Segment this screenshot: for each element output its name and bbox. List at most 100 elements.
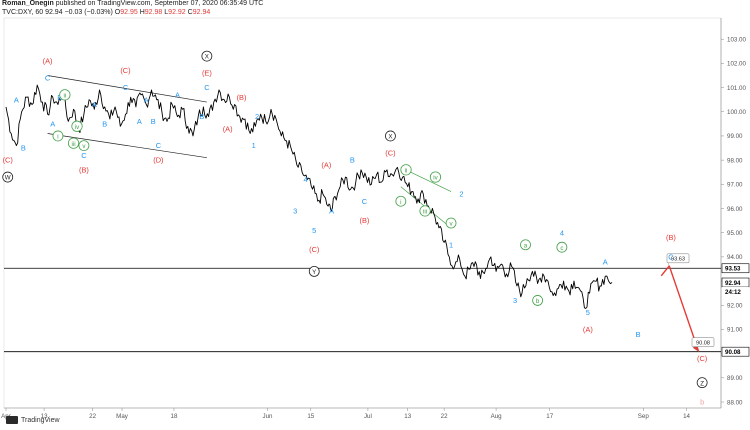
trendline: [47, 75, 207, 103]
wave-label-circle: [400, 164, 412, 176]
wave-label: (C): [3, 156, 13, 165]
tag-countdown-bg: [722, 287, 749, 297]
published-text: published on TradingView.com, September …: [55, 0, 264, 7]
price-tick-label: 103.00: [727, 36, 746, 43]
price-tick-label: 92.00: [727, 303, 743, 310]
tag-countdown: 24:12: [725, 289, 741, 296]
wave-label: 1: [252, 141, 256, 150]
wave-label: 3: [293, 207, 297, 216]
wave-label: 5: [312, 226, 316, 235]
wave-label-circle: [385, 130, 396, 142]
ohlc-low: 92.92: [168, 9, 186, 16]
wave-label: (B): [237, 93, 247, 102]
wave-label: iv: [433, 175, 438, 182]
callout-upper: 93.63: [671, 256, 685, 262]
wave-label: A: [144, 95, 149, 104]
wave-label: a: [524, 242, 528, 249]
wave-label: b: [700, 398, 704, 407]
wave-label: iv: [75, 124, 80, 131]
wave-label: (A): [583, 325, 593, 334]
wave-label-circle: [67, 137, 80, 149]
footer-brand: TradingView: [21, 416, 60, 424]
wave-label: 5: [586, 308, 590, 317]
time-tick-label: 15: [307, 413, 314, 420]
wave-label-circle: [532, 295, 544, 306]
wave-label: (C): [697, 354, 707, 363]
wave-label: 4: [304, 175, 308, 184]
projection-up-leg: [660, 265, 670, 277]
tag-level-low: 90.08: [725, 349, 741, 356]
wave-label: 2: [459, 190, 463, 199]
wave-label-circle: [696, 377, 708, 389]
wave-label: 2: [255, 112, 259, 121]
price-tick-label: 100.00: [727, 109, 746, 116]
wave-label: B: [102, 119, 107, 128]
wave-label: A: [329, 207, 334, 216]
wave-label: C: [81, 151, 87, 160]
wave-label: B: [199, 112, 204, 121]
price-tick-label: 95.00: [727, 230, 743, 237]
projection-arrow: 93.63 90.08: [660, 253, 715, 352]
wave-label: ii: [405, 167, 408, 174]
wave-label: (B): [79, 165, 89, 174]
wave-label: i: [400, 199, 401, 206]
time-axis: Apr1322May18Jun15Jul1322Aug17Sep14: [1, 408, 691, 420]
wave-label: C: [45, 73, 51, 82]
tag-level-high: 93.53: [725, 266, 741, 273]
trendline: [47, 133, 207, 159]
wave-label: 4: [560, 228, 564, 237]
tag-level-high-bg: [722, 263, 749, 273]
wave-label-circle: [308, 265, 320, 277]
wave-label: (A): [43, 57, 53, 66]
change-value: −0.03 (−0.03%): [64, 9, 113, 16]
wave-label: v: [82, 143, 86, 150]
ohlc-close-label: C: [187, 9, 193, 16]
wave-label: A: [14, 95, 19, 104]
price-tags: 93.53 92.94 24:12 90.08: [721, 263, 750, 357]
time-tick-label: 17: [546, 413, 553, 420]
price-line: [5, 84, 613, 309]
price-tick-label: 98.00: [727, 157, 743, 164]
tag-last: 92.94: [725, 280, 741, 287]
wave-label-circle: [556, 241, 568, 253]
wave-label-circle: [419, 205, 431, 217]
wave-label: B: [57, 93, 62, 102]
wave-label-circle: [78, 140, 90, 152]
price-series: [5, 84, 613, 309]
wave-label: 1: [449, 240, 453, 249]
ohlc-high: 92.98: [144, 9, 163, 16]
wave-label: iii: [71, 141, 75, 148]
wave-label: X: [205, 54, 209, 61]
wave-label: (A): [223, 124, 233, 133]
time-tick-label: 13: [41, 413, 48, 420]
price-tick-label: 91.00: [727, 327, 743, 334]
wave-label: b: [536, 298, 540, 305]
wave-label: C: [123, 83, 129, 92]
wave-label-circle: [71, 120, 83, 132]
wave-label: A: [603, 257, 608, 266]
time-tick-label: 18: [171, 413, 178, 420]
price-tick-label: 96.00: [727, 206, 743, 213]
tag-level-low-border: [721, 346, 750, 357]
wave-label: (C): [309, 245, 319, 254]
ohlc-open-label: O: [114, 9, 121, 16]
wave-label: i: [57, 134, 58, 141]
wave-label-circle: [445, 217, 457, 229]
wave-label: A: [137, 117, 142, 126]
wave-label: Y: [312, 269, 316, 276]
wave-label: B: [151, 117, 156, 126]
ohlc-open: 92.95: [120, 9, 138, 16]
wave-label: (C): [385, 148, 395, 157]
time-tick-label: Aug: [491, 413, 503, 420]
wave-label: 3: [513, 296, 517, 305]
price-tick-label: 102.00: [727, 61, 746, 68]
wave-label: C: [362, 197, 368, 206]
plot-frame: [3, 17, 722, 409]
time-tick-label: 14: [683, 413, 690, 420]
tag-level-low-bg: [722, 347, 749, 357]
wave-label-circle: [520, 239, 531, 251]
price-tick-label: 101.00: [727, 85, 746, 92]
wave-label: C: [668, 252, 674, 261]
wave-label-circle: [52, 130, 64, 142]
